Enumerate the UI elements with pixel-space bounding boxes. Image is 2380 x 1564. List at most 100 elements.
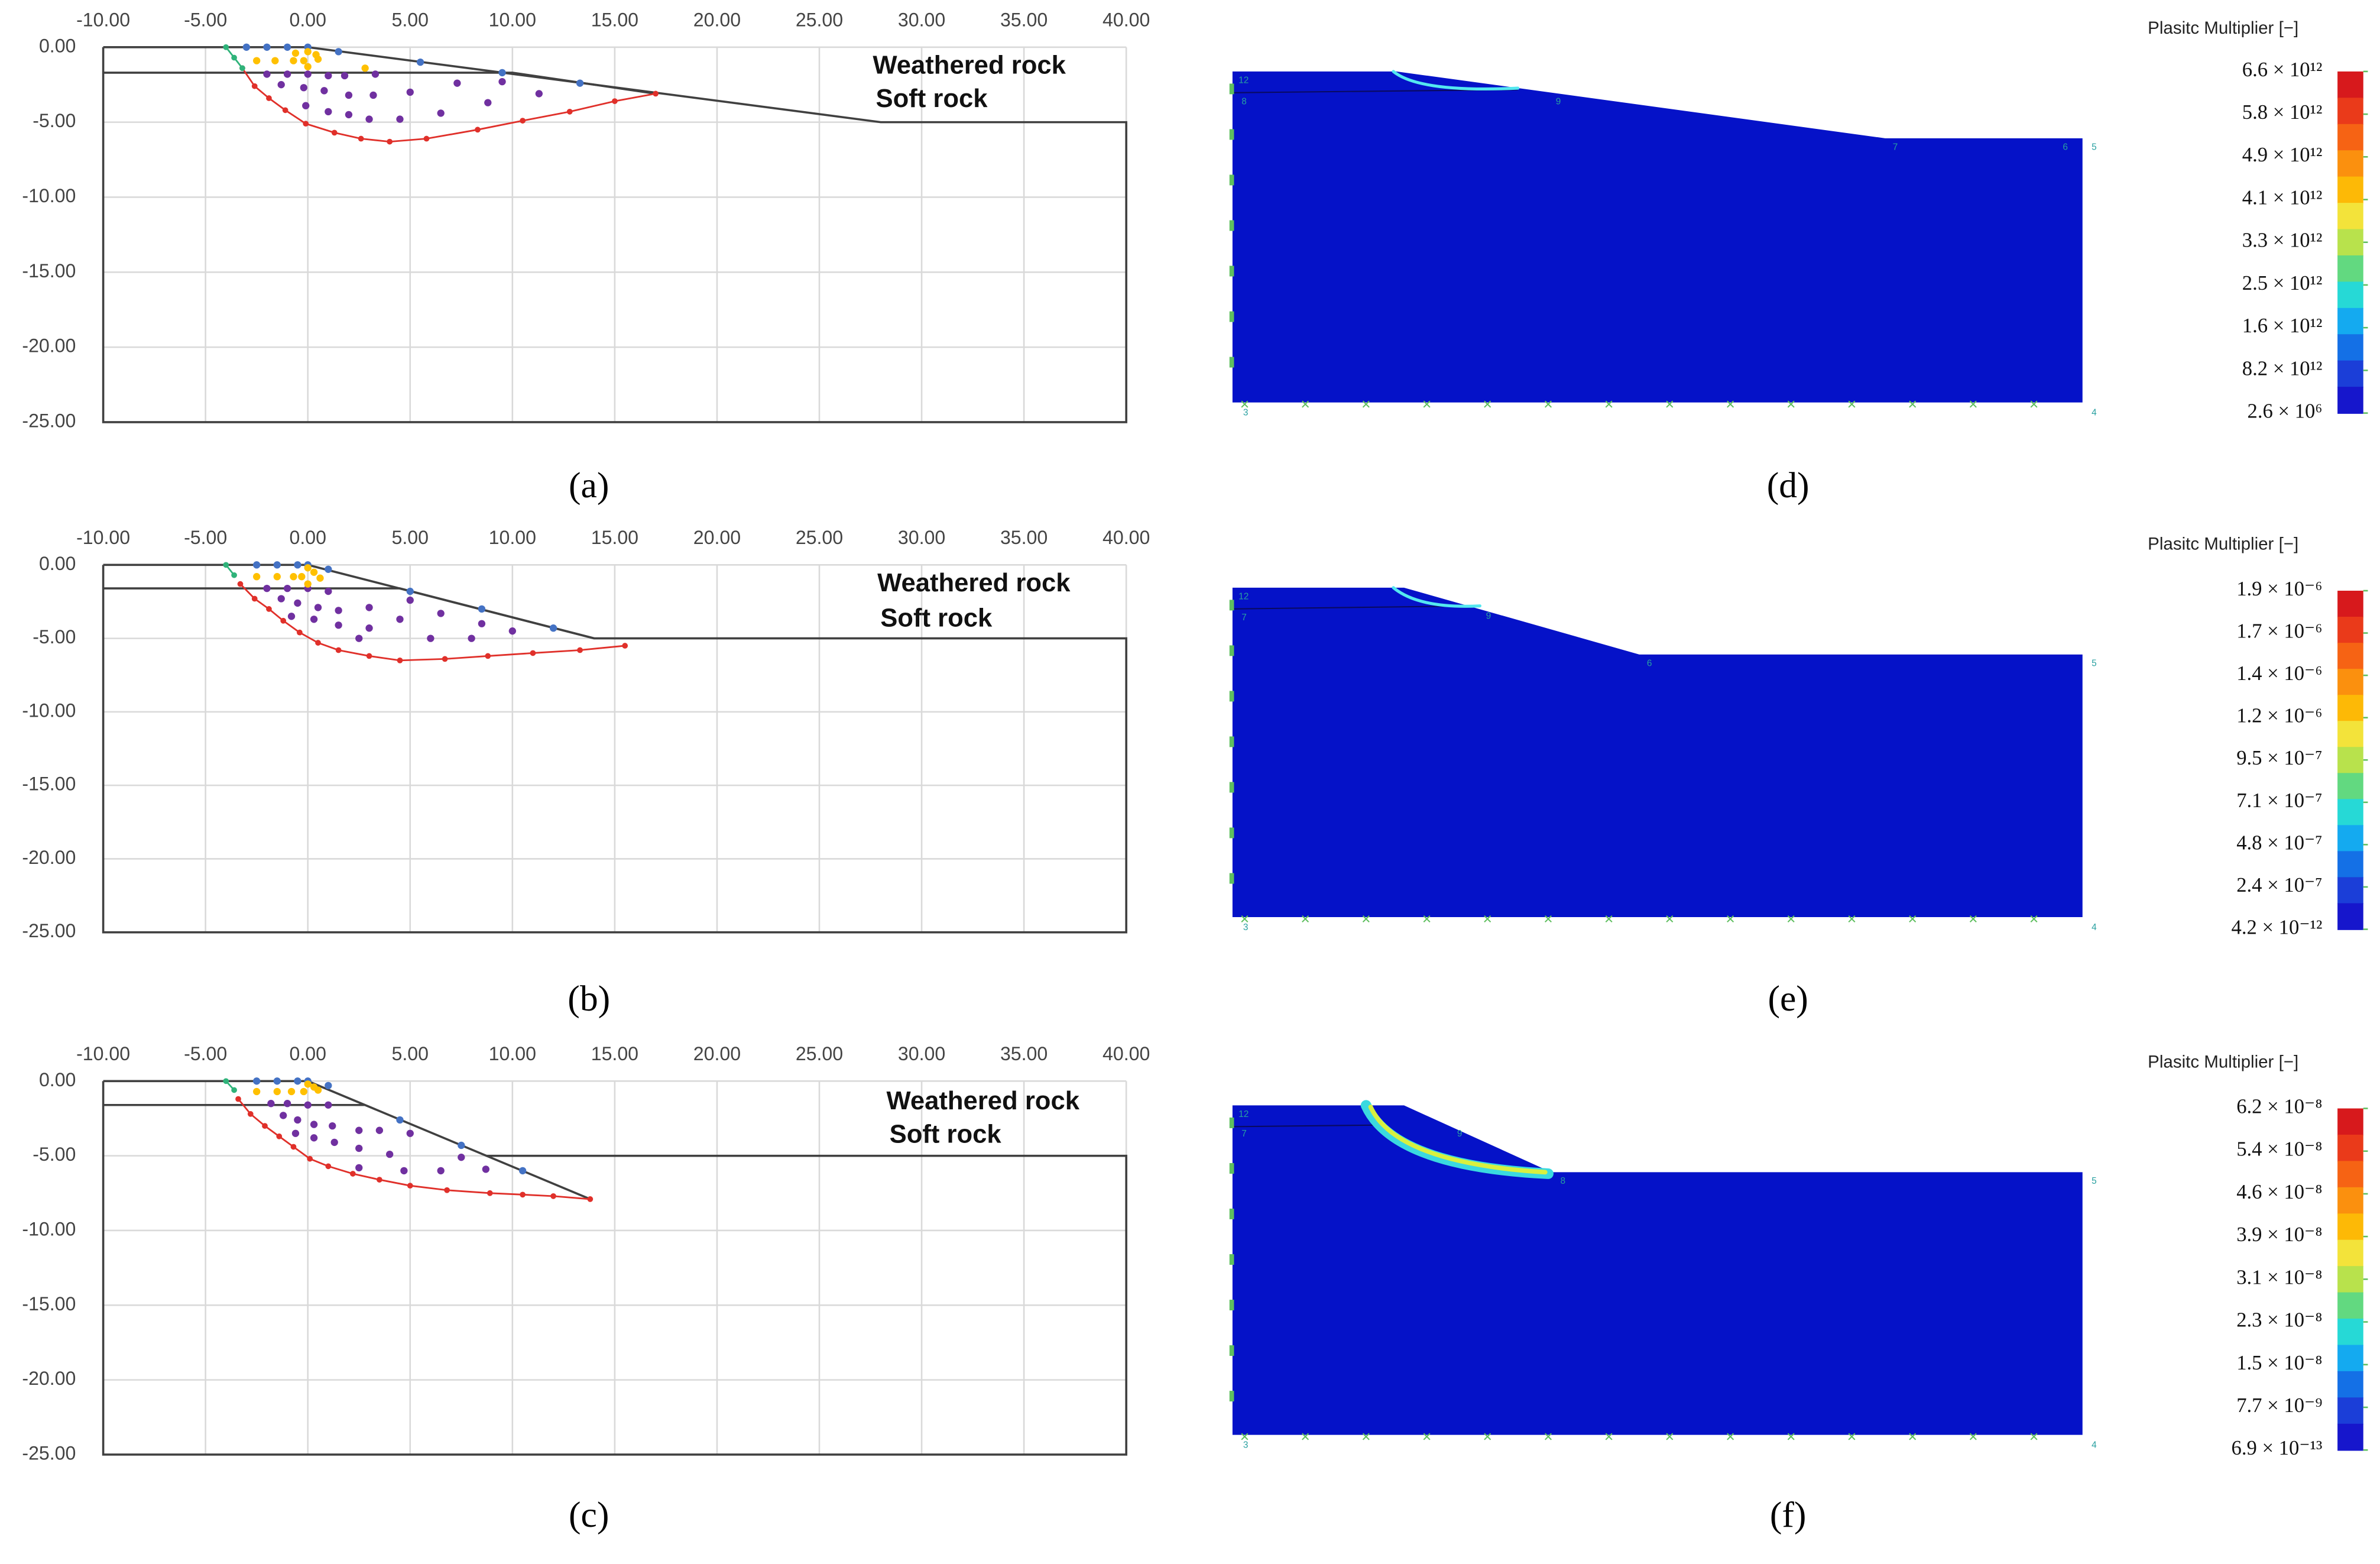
support — [1229, 736, 1234, 747]
node-label: 3 — [1243, 1440, 1249, 1450]
x-tick-label: 35.00 — [1000, 1043, 1048, 1064]
data-point — [406, 1129, 414, 1137]
data-point — [653, 90, 659, 97]
data-point — [587, 1196, 594, 1202]
colorbar-label: 3.1 × 10⁻⁸ — [2236, 1266, 2322, 1288]
data-point — [291, 49, 300, 57]
support — [1229, 220, 1234, 231]
data-point — [566, 108, 573, 115]
data-point — [468, 634, 475, 642]
plastic-zone — [1392, 70, 1520, 91]
support: ✕ — [1847, 398, 1857, 412]
support — [1229, 357, 1234, 368]
y-tick-label: 0.00 — [39, 553, 76, 574]
data-point — [416, 58, 424, 66]
support: ✕ — [1483, 398, 1493, 412]
data-point — [518, 1167, 527, 1175]
data-point — [396, 616, 404, 623]
data-point — [231, 572, 237, 578]
colorbar-band — [2337, 255, 2363, 283]
x-tick-label: 20.00 — [693, 9, 741, 31]
data-point — [310, 568, 318, 576]
data-point — [478, 620, 486, 627]
colorbar-label: 7.1 × 10⁻⁷ — [2236, 789, 2322, 812]
plastic-zone — [1368, 1105, 1548, 1175]
data-point — [283, 584, 291, 592]
data-point — [482, 1165, 489, 1173]
y-tick-label: -20.00 — [22, 1368, 76, 1389]
model-domain — [1232, 71, 2083, 403]
data-point — [283, 70, 291, 78]
panel-label: (d) — [1767, 465, 1810, 506]
node-label: 8 — [1241, 96, 1247, 106]
support: ✕ — [1665, 398, 1675, 412]
y-tick-label: -25.00 — [22, 920, 76, 941]
support — [1229, 265, 1234, 277]
x-tick-label: -5.00 — [184, 527, 227, 548]
data-point — [345, 91, 353, 99]
series-line — [102, 1081, 1127, 1456]
data-point — [325, 587, 332, 595]
support — [1229, 1254, 1234, 1265]
data-point — [314, 55, 322, 63]
node-label: 8 — [1560, 1176, 1565, 1186]
data-point — [427, 634, 435, 642]
data-point — [247, 1111, 254, 1117]
data-point — [291, 1129, 300, 1137]
data-point — [400, 1167, 408, 1175]
data-point — [296, 629, 303, 636]
colorbar-label: 1.7 × 10⁻⁶ — [2236, 620, 2322, 643]
node-label: 4 — [2092, 1440, 2097, 1450]
colorbar-band — [2337, 1319, 2363, 1346]
data-point — [325, 1101, 332, 1109]
node-label: 6 — [2063, 142, 2068, 152]
support — [1229, 1345, 1234, 1356]
support: ✕ — [1604, 398, 1614, 412]
colorbar-band — [2337, 747, 2363, 774]
data-point — [320, 87, 328, 95]
data-point — [349, 1171, 356, 1177]
data-point — [361, 64, 369, 72]
x-tick-label: -10.00 — [76, 527, 130, 548]
colorbar-band — [2337, 1266, 2363, 1293]
support: ✕ — [1786, 913, 1796, 927]
support: ✕ — [1483, 913, 1493, 927]
data-point — [325, 1081, 332, 1090]
x-tick-label: 40.00 — [1103, 527, 1150, 548]
data-point — [325, 72, 332, 80]
data-point — [242, 43, 251, 51]
data-point — [280, 617, 287, 624]
data-point — [442, 656, 448, 662]
node-label: 7 — [1241, 613, 1247, 623]
data-point — [273, 561, 281, 569]
annotation: Soft rock — [876, 84, 988, 113]
data-point — [549, 624, 557, 632]
x-tick-label: 10.00 — [489, 1043, 536, 1064]
colorbar-label: 4.9 × 10¹² — [2242, 144, 2323, 166]
colorbar-label: 5.4 × 10⁻⁸ — [2236, 1138, 2322, 1161]
data-point — [458, 1154, 465, 1161]
colorbar-band — [2337, 1423, 2363, 1451]
data-point — [310, 616, 318, 623]
support: ✕ — [1240, 1430, 1250, 1444]
panel-label: (b) — [568, 979, 610, 1019]
data-point — [576, 79, 584, 87]
y-tick-label: -10.00 — [22, 1218, 76, 1239]
panel-label: (c) — [569, 1495, 609, 1535]
data-point — [406, 596, 414, 604]
data-point — [223, 44, 229, 50]
colorbar-band — [2337, 851, 2363, 878]
colorbar-band — [2337, 203, 2363, 230]
support: ✕ — [1665, 913, 1675, 927]
support — [1229, 600, 1234, 611]
plastic-zone — [1392, 586, 1481, 608]
x-tick-label: 25.00 — [796, 527, 843, 548]
colorbar-band — [2337, 1108, 2363, 1136]
y-tick-label: -10.00 — [22, 700, 76, 721]
data-point — [290, 573, 297, 581]
colorbar-label: 2.6 × 10⁶ — [2247, 400, 2322, 423]
data-point — [239, 65, 245, 72]
y-tick-label: -5.00 — [33, 626, 76, 647]
data-point — [294, 1077, 301, 1085]
x-tick-label: 25.00 — [796, 1043, 843, 1064]
